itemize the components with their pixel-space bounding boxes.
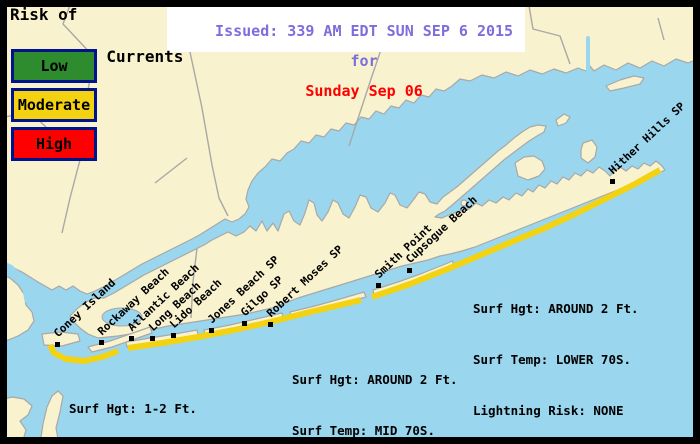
rockaway-strip <box>87 326 153 353</box>
nj-bottom-shore <box>0 396 33 444</box>
beach-marker <box>150 336 155 341</box>
gardiners-island <box>580 139 598 164</box>
beach-marker <box>268 322 273 327</box>
legend-label-moderate: Moderate <box>17 96 91 114</box>
surf-block-central: Surf Hgt: AROUND 2 Ft. Surf Temp: MID 70… <box>292 337 458 444</box>
plum-island <box>555 113 571 127</box>
issued-line: Issued: 339 AM EDT SUN SEP 6 2015 <box>215 22 514 40</box>
surf-temp: Surf Temp: LOWER 70S. <box>473 352 632 367</box>
issuance-header: Issued: 339 AM EDT SUN SEP 6 2015 for Su… <box>167 7 525 99</box>
risk-band-long-beach-fire-island <box>127 297 362 351</box>
valid-date: Sunday Sep 06 <box>305 82 423 100</box>
jamaica-bay <box>101 307 143 327</box>
beach-marker <box>242 321 247 326</box>
legend-label-high: High <box>35 135 73 153</box>
beach-marker <box>610 179 615 184</box>
beach-marker <box>407 268 412 273</box>
surf-hgt: Surf Hgt: 1-2 Ft. <box>69 401 197 416</box>
legend-title-line1: Risk of <box>10 5 78 24</box>
legend-box-moderate: Moderate <box>11 88 97 122</box>
moderate-risk-bands <box>47 167 662 364</box>
beach-marker <box>376 283 381 288</box>
coney-island-strip <box>41 331 81 347</box>
lightning-risk: Lightning Risk: NONE <box>473 403 624 418</box>
fishers-island <box>605 75 645 92</box>
for-line: for <box>350 52 378 70</box>
risk-band-westhampton-montauk <box>371 167 662 300</box>
legend-box-high: High <box>11 127 97 161</box>
risk-band-coney-rockaway <box>47 343 120 364</box>
shelter-island <box>514 155 546 181</box>
mainland-ny-ct <box>0 0 700 295</box>
legend-label-low: Low <box>40 57 68 75</box>
robins-island <box>460 199 468 207</box>
beach-marker <box>209 328 214 333</box>
surf-block-east: Surf Hgt: AROUND 2 Ft. Surf Temp: LOWER … <box>473 266 639 444</box>
surf-hgt: Surf Hgt: AROUND 2 Ft. <box>473 301 639 316</box>
risk-legend: Risk of Rip Currents Low Moderate High <box>10 4 183 161</box>
legend-box-low: Low <box>11 49 97 83</box>
beach-marker <box>171 333 176 338</box>
surf-temp: Surf Temp: MID 70S. <box>292 423 435 438</box>
beach-marker <box>55 342 60 347</box>
surf-block-west: Surf Hgt: 1-2 Ft. Surf Temp: MID 70S. Li… <box>69 366 220 444</box>
beach-marker <box>99 340 104 345</box>
long-island <box>69 124 666 339</box>
surf-hgt: Surf Hgt: AROUND 2 Ft. <box>292 372 458 387</box>
sandy-hook <box>39 390 64 444</box>
beach-marker <box>129 336 134 341</box>
